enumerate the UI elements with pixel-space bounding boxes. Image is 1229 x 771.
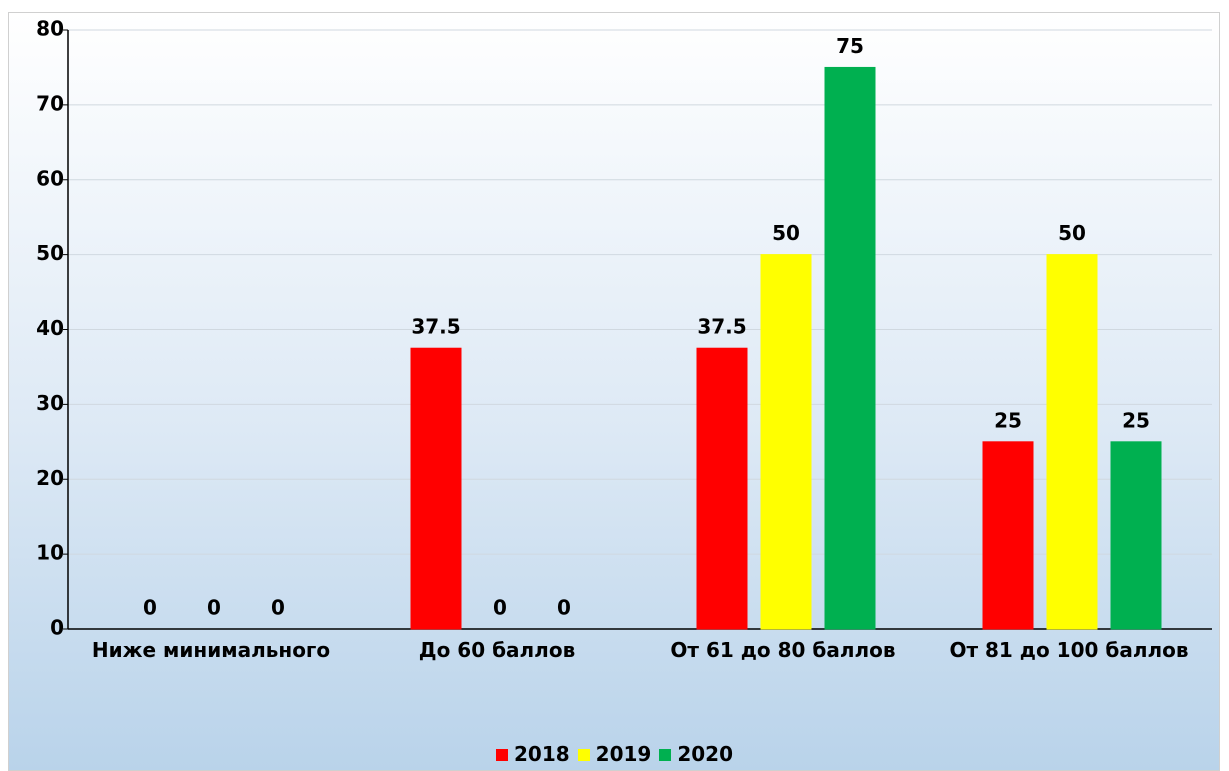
value-label: 25	[994, 408, 1022, 432]
x-tick-label-box: От 81 до 100 баллов	[932, 638, 1207, 662]
bar	[760, 254, 812, 630]
bar	[1110, 441, 1162, 630]
y-tick-label: 60	[36, 166, 64, 190]
value-label: 0	[207, 596, 221, 620]
value-label: 50	[772, 221, 800, 245]
y-tick-label: 0	[50, 616, 64, 640]
value-label: 37.5	[411, 315, 460, 339]
bar	[982, 441, 1034, 630]
legend-swatch	[577, 749, 590, 761]
x-tick-label: До 60 баллов	[418, 638, 576, 662]
value-label: 75	[836, 34, 864, 58]
value-label: 25	[1122, 408, 1150, 432]
y-tick-label: 50	[36, 241, 64, 265]
chart-frame	[8, 12, 1220, 771]
x-tick-label-box: До 60 баллов	[360, 638, 635, 662]
x-tick-label: Ниже минимального	[91, 638, 331, 662]
legend-swatch	[495, 749, 508, 761]
y-tick-label: 40	[36, 316, 64, 340]
legend-label: 2019	[595, 742, 652, 766]
value-label: 0	[557, 596, 571, 620]
value-label: 37.5	[697, 315, 746, 339]
y-tick-label: 10	[36, 541, 64, 565]
legend: 2018 2019 2020	[0, 742, 1229, 766]
value-label: 0	[143, 596, 157, 620]
value-label: 50	[1058, 221, 1086, 245]
y-tick-label: 30	[36, 391, 64, 415]
x-tick-label: От 81 до 100 баллов	[949, 638, 1189, 662]
bar	[410, 347, 462, 630]
x-tick-label: От 61 до 80 баллов	[670, 638, 896, 662]
legend-swatch	[659, 749, 672, 761]
y-tick-label: 80	[36, 17, 64, 41]
y-tick-label: 70	[36, 91, 64, 115]
value-label: 0	[271, 596, 285, 620]
legend-label: 2020	[677, 742, 733, 766]
legend-item: 2018	[495, 742, 570, 766]
bar	[824, 66, 876, 630]
legend-label: 2018	[513, 742, 570, 766]
y-tick-label: 20	[36, 466, 64, 490]
bar	[1046, 254, 1098, 630]
x-tick-label-box: Ниже минимального	[74, 638, 349, 662]
value-label: 0	[493, 596, 507, 620]
legend-item: 2019	[577, 742, 652, 766]
bar	[696, 347, 748, 630]
legend-item: 2020	[659, 742, 733, 766]
x-tick-label-box: От 61 до 80 баллов	[646, 638, 921, 662]
